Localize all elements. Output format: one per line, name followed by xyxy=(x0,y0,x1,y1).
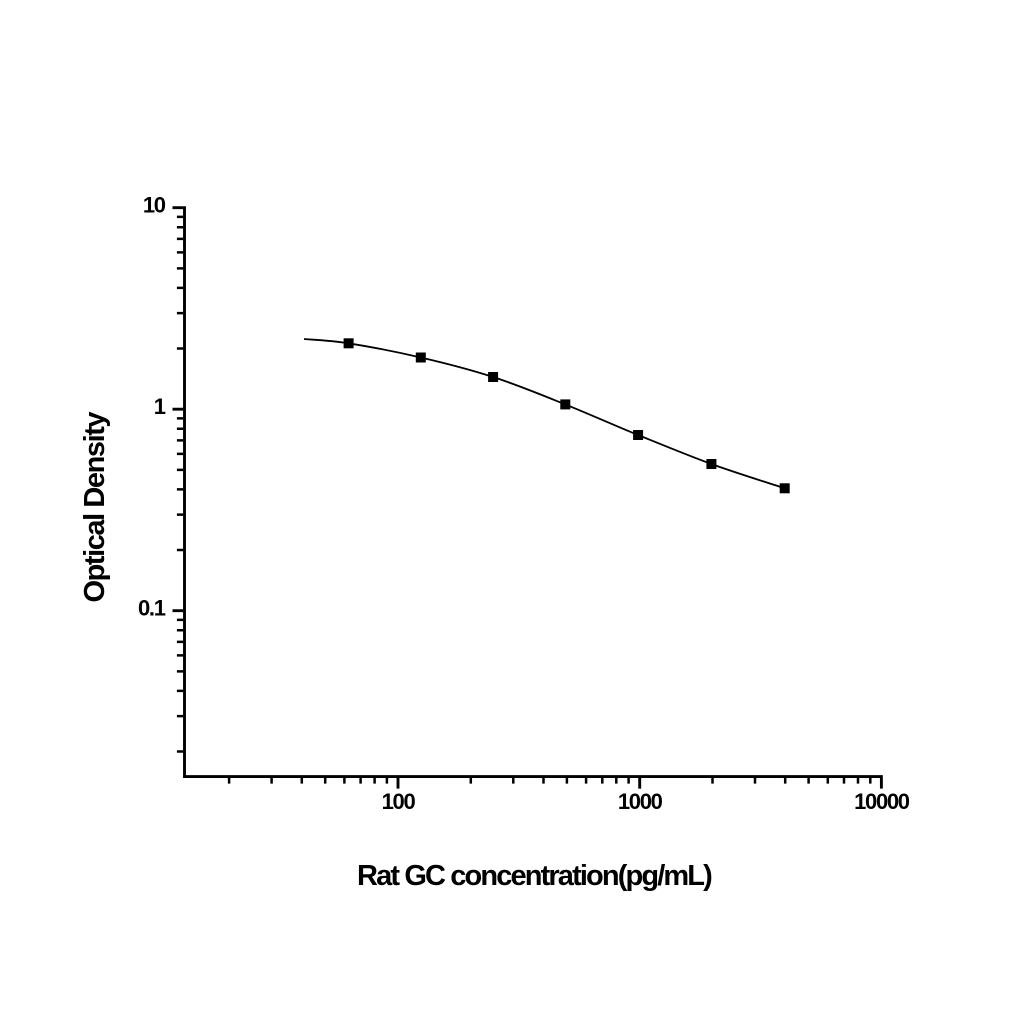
svg-text:1: 1 xyxy=(154,394,166,419)
svg-text:Optical Density: Optical Density xyxy=(79,412,111,603)
svg-text:Rat GC concentration(pg/mL): Rat GC concentration(pg/mL) xyxy=(357,860,712,892)
svg-text:100: 100 xyxy=(382,789,416,814)
svg-text:10000: 10000 xyxy=(854,789,910,814)
svg-text:0.1: 0.1 xyxy=(138,596,166,621)
svg-text:1000: 1000 xyxy=(618,789,663,814)
svg-text:10: 10 xyxy=(143,193,166,218)
